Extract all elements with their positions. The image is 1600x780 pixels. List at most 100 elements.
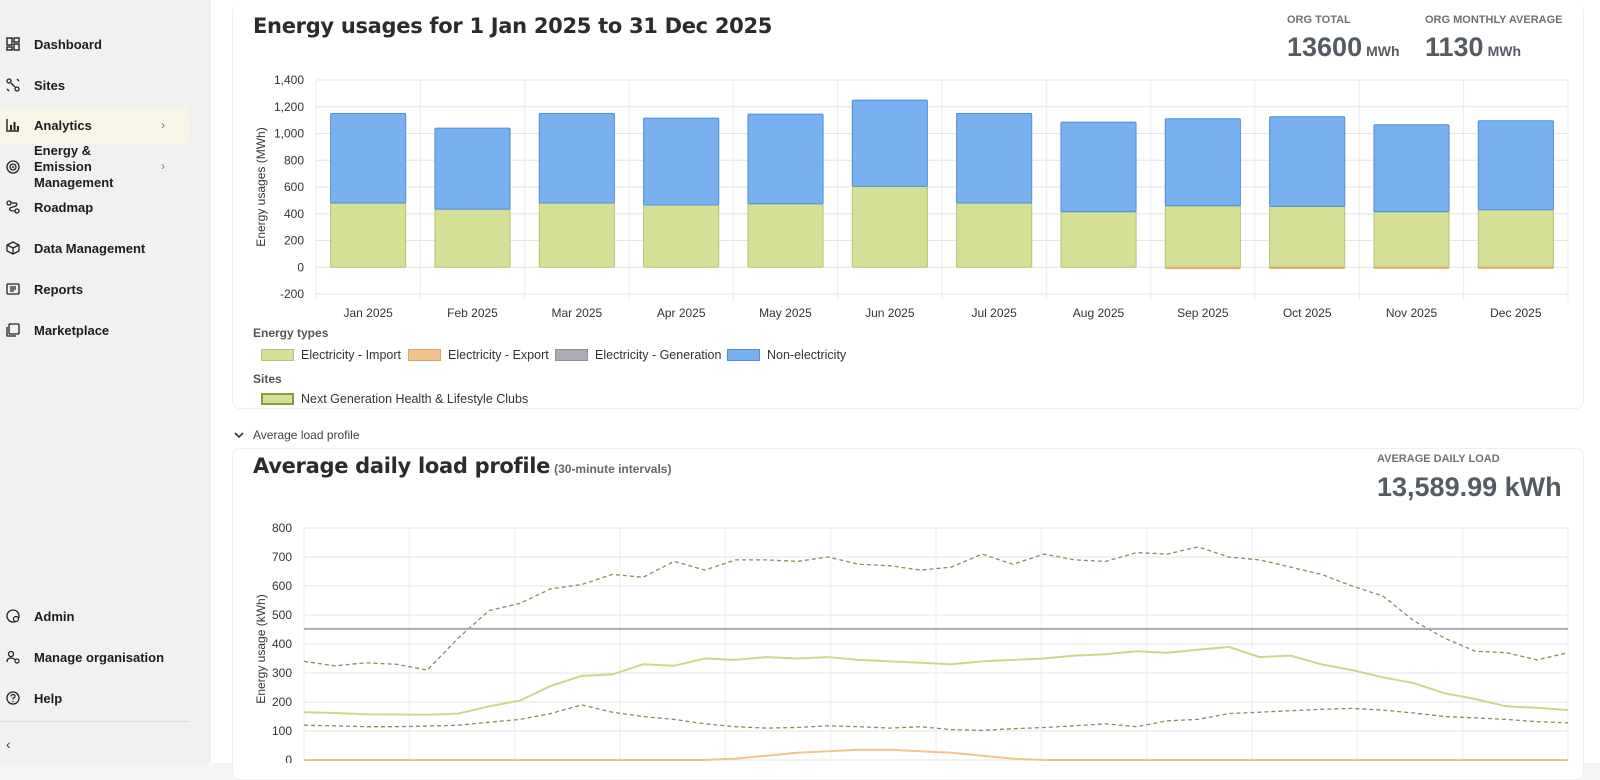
series-line (303, 645, 1569, 716)
load-subtitle: (30-minute intervals) (554, 462, 672, 476)
y-tick-label: 200 (272, 695, 292, 709)
sidebar-divider (0, 721, 190, 722)
average-daily-load-value: 13,589.99 kWh (1377, 472, 1562, 502)
cube-icon (6, 241, 20, 255)
bar-segment (1060, 121, 1137, 213)
sidebar-item-help[interactable]: Help (0, 688, 190, 708)
sidebar-item-reports[interactable]: Reports (0, 279, 190, 299)
chevron-right-icon: › (161, 159, 165, 173)
legend-label: Electricity - Generation (595, 348, 722, 362)
sidebar-item-label: Help (34, 690, 63, 706)
bar-segment (1269, 116, 1346, 207)
average-load-profile-toggle[interactable]: Average load profile (233, 428, 360, 442)
x-tick-label: Jan 2025 (343, 306, 393, 320)
legend-swatch (261, 349, 294, 361)
sidebar: Dashboard Sites Analytics › Energy & Emi… (0, 0, 211, 763)
bar-segment (956, 112, 1033, 204)
y-tick-label: 1,000 (274, 127, 304, 141)
target-icon (6, 160, 20, 174)
bar-segment (1477, 209, 1554, 268)
x-tick-label: Feb 2025 (447, 306, 498, 320)
legend-item-electricity-export[interactable]: Electricity - Export (408, 348, 549, 362)
bar-segment (851, 185, 928, 268)
bar-segment (1060, 211, 1137, 268)
bar-segment (1164, 266, 1241, 270)
sidebar-item-label: Analytics (34, 117, 92, 133)
manage-org-icon (6, 650, 20, 664)
help-icon (6, 691, 20, 705)
series-line (304, 748, 1568, 761)
x-tick-label: Apr 2025 (657, 306, 706, 320)
bar-segment (538, 112, 615, 204)
y-tick-label: 400 (272, 637, 292, 651)
sidebar-item-energy-emission[interactable]: Energy & Emission Management › (0, 143, 190, 190)
sidebar-item-dashboard[interactable]: Dashboard (0, 34, 190, 54)
sidebar-item-label: Marketplace (34, 322, 110, 338)
sites-icon (6, 78, 20, 92)
y-tick-label: 1,200 (274, 100, 304, 114)
sidebar-item-sites[interactable]: Sites (0, 75, 190, 95)
y-axis-label: Energy usage (kWh) (254, 594, 268, 703)
sidebar-item-marketplace[interactable]: Marketplace (0, 320, 190, 340)
load-profile-title: Average daily load profile (30-minute int… (253, 454, 671, 478)
energy-types-legend-title: Energy types (253, 326, 329, 340)
sidebar-item-label: Dashboard (34, 36, 102, 52)
y-tick-label: 400 (284, 207, 304, 221)
sites-legend-title: Sites (253, 372, 282, 386)
y-axis-label: Energy usages (MWh) (254, 127, 268, 246)
y-tick-label: 600 (284, 180, 304, 194)
legend-item-electricity-import[interactable]: Electricity - Import (261, 348, 401, 362)
sidebar-item-label: Reports (34, 281, 84, 297)
bar-segment (1269, 266, 1346, 269)
legend-swatch (555, 349, 588, 361)
y-tick-label: 100 (272, 724, 292, 738)
bar-segment (1164, 118, 1241, 207)
bar-segment (956, 202, 1033, 268)
toggle-label: Average load profile (253, 428, 360, 442)
energy-usage-bar-chart: -200 0 200 400 600 800 1,000 1,200 1,400 Energy u… (254, 73, 1569, 320)
sidebar-item-admin[interactable]: Admin (0, 606, 190, 626)
legend-item-electricity-generation[interactable]: Electricity - Generation (555, 348, 721, 362)
y-tick-label: 800 (272, 521, 292, 535)
sidebar-item-roadmap[interactable]: Roadmap (0, 197, 190, 217)
org-total-number: 13600 (1287, 32, 1363, 62)
dashboard-icon (6, 37, 20, 51)
sidebar-item-label: Energy & Emission Management (34, 143, 114, 190)
org-total-value: 13600 MWh (1287, 32, 1400, 63)
org-monthly-average-value: 1130 MWh (1425, 32, 1521, 63)
sidebar-item-analytics[interactable]: Analytics › (0, 106, 190, 144)
bar-segment (538, 202, 615, 268)
sidebar-item-manage-organisation[interactable]: Manage organisation (0, 647, 190, 667)
x-tick-label: Dec 2025 (1490, 306, 1542, 320)
series-line (303, 704, 1569, 732)
y-tick-label: 200 (284, 234, 304, 248)
bar-segment (643, 117, 720, 206)
bar-segment (434, 127, 511, 210)
sidebar-item-label: Data Management (34, 240, 146, 256)
roadmap-icon (6, 200, 20, 214)
y-tick-label: 300 (272, 666, 292, 680)
analytics-icon (6, 118, 20, 132)
bar-segment (330, 202, 407, 268)
org-total-unit: MWh (1366, 43, 1400, 59)
sidebar-item-label: Roadmap (34, 199, 94, 215)
y-tick-label: 600 (272, 579, 292, 593)
legend-item-non-electricity[interactable]: Non-electricity (727, 348, 846, 362)
x-tick-label: Aug 2025 (1073, 306, 1125, 320)
bar-segment (643, 204, 720, 268)
legend-item-site[interactable]: Next Generation Health & Lifestyle Clubs (261, 392, 528, 406)
legend-swatch (727, 349, 760, 361)
x-tick-label: May 2025 (759, 306, 812, 320)
bar-segment (1373, 124, 1450, 213)
legend-label: Electricity - Import (301, 348, 402, 362)
y-tick-label: 1,400 (274, 73, 304, 87)
bar-segment (747, 113, 824, 205)
sidebar-item-label: Manage organisation (34, 649, 165, 665)
legend-swatch (261, 393, 294, 405)
sidebar-item-data-management[interactable]: Data Management (0, 238, 190, 258)
x-tick-label: Oct 2025 (1283, 306, 1332, 320)
sidebar-item-label: Admin (34, 608, 75, 624)
org-monthly-average-label: ORG MONTHLY AVERAGE (1425, 14, 1563, 26)
collapse-sidebar-button[interactable]: ‹ (6, 736, 11, 752)
chevron-left-icon: ‹ (6, 736, 11, 752)
